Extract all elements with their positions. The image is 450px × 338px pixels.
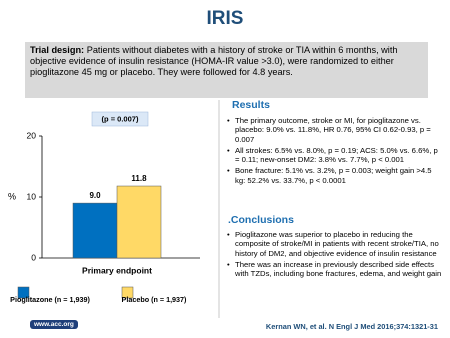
legend-label: Placebo (n = 1,937)	[121, 295, 187, 304]
bar	[72, 202, 118, 259]
conclusions-list: Pioglitazone was superior to placebo in …	[226, 230, 442, 280]
slide-title: IRIS	[206, 8, 244, 29]
annotation: (p = 0.007)	[102, 114, 139, 123]
bullet: Pioglitazone was superior to placebo in …	[226, 230, 442, 258]
trial-design-text: Patients without diabetes with a history…	[30, 45, 398, 78]
legend-label: Pioglitazone (n = 1,939)	[10, 295, 90, 304]
y-axis-label: %	[8, 191, 16, 201]
y-tick-label: 20	[27, 130, 37, 140]
bullet: There was an increase in previously desc…	[226, 260, 442, 279]
y-tick-label: 0	[31, 252, 36, 262]
legend-swatch	[121, 286, 134, 299]
results-list: The primary outcome, stroke or MI, for p…	[226, 116, 442, 187]
y-tick-label: 10	[27, 191, 37, 201]
annotation-box	[91, 111, 149, 127]
x-tick-label: Primary endpoint	[82, 265, 152, 275]
citation: Kernan WN, et al. N Engl J Med 2016;374:…	[265, 322, 438, 331]
bullet: The primary outcome, stroke or MI, for p…	[226, 116, 442, 144]
bar	[116, 185, 162, 259]
trial-design-label: Trial design:	[30, 45, 85, 55]
conclusions-heading: .Conclusions	[228, 214, 294, 226]
bullet: All strokes: 6.5% vs. 8.0%, p = 0.19; AC…	[226, 146, 442, 165]
results-heading: Results	[232, 99, 270, 111]
bullet: Bone fracture: 5.1% vs. 3.2%, p = 0.003;…	[226, 166, 442, 185]
legend-swatch	[17, 286, 30, 299]
footer-link: www.acc.org	[30, 320, 78, 329]
value-label: 9.0	[89, 191, 101, 200]
value-label: 11.8	[131, 174, 147, 183]
trial-design: Trial design: Patients without diabetes …	[25, 42, 428, 98]
